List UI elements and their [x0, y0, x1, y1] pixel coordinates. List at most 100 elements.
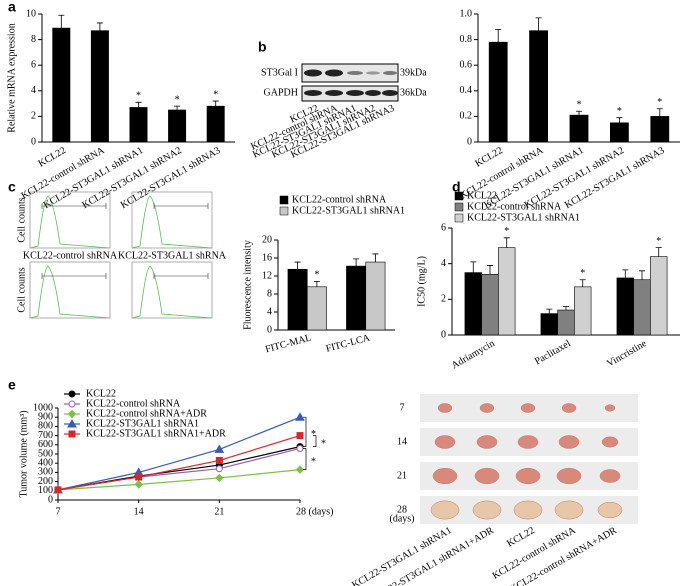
significance: * [175, 94, 180, 105]
legend-label: KCL22-ST3GAL1 shRNA1 [292, 205, 405, 216]
marker [215, 473, 224, 483]
x-tick-label: FITC-MAL [264, 332, 312, 355]
bar [650, 256, 668, 336]
flow-curve [131, 195, 213, 249]
legend-swatch [454, 213, 464, 223]
x-tick-label: FITC-LCA [325, 332, 372, 354]
error-bar [656, 108, 663, 117]
y-tick-label: 0.6 [460, 59, 473, 70]
panel-letter: d [452, 179, 461, 195]
series-line [57, 435, 301, 491]
legend-swatch [454, 202, 464, 212]
y-tick-label: 0.4 [460, 85, 473, 96]
significance: * [311, 429, 316, 440]
tumor [479, 403, 495, 413]
x-tick-label: 21 [214, 506, 224, 517]
significance: * [311, 456, 316, 467]
significance-bracket [303, 448, 307, 470]
x-tick-label: KCL22 [473, 145, 504, 170]
significance: * [136, 91, 141, 102]
marker [68, 390, 76, 398]
x-tick-label: Adriamycin [450, 338, 497, 371]
y-tick-label: 0 [467, 136, 472, 147]
error-bar [294, 261, 301, 270]
bar [557, 309, 575, 336]
marker [214, 444, 225, 453]
error-bar [503, 237, 510, 248]
band-label: GAPDH [264, 87, 298, 98]
y-tick-label: 2 [31, 111, 36, 122]
error-bar [470, 261, 477, 273]
tumor [597, 501, 623, 519]
flow-y-label: Cell counts [16, 267, 27, 312]
flow-plot [29, 261, 111, 319]
bar [346, 265, 367, 331]
flow-plot [131, 261, 213, 319]
tumor [517, 435, 539, 449]
marker [67, 409, 77, 419]
day-label: 7 [400, 402, 405, 413]
marker [135, 473, 143, 481]
bar [488, 41, 508, 143]
series-line [57, 469, 301, 491]
error-bar [372, 253, 379, 263]
error-bar [579, 279, 586, 287]
flow-gate [41, 273, 107, 279]
bar [650, 116, 670, 143]
significance: * [577, 100, 582, 111]
y-tick-label: 20 [262, 234, 272, 245]
y-tick-label: 0.8 [460, 34, 473, 45]
bar [306, 286, 327, 331]
day-label: 14 [397, 436, 407, 447]
flow-y-label: Cell counts [16, 197, 27, 242]
y-tick-label: 500 [38, 448, 53, 459]
significance: * [656, 236, 661, 247]
x-tick-label: 7 [56, 506, 61, 517]
tumor [604, 404, 616, 412]
error-bar [622, 269, 629, 278]
tumor [437, 403, 453, 413]
y-tick-label: 200 [38, 476, 53, 487]
legend-swatch [454, 191, 464, 201]
tumor [561, 403, 577, 413]
error-bar [576, 110, 582, 116]
marker [68, 400, 76, 408]
legend-label: KCL22-ST3GAL1 shRNA1 [86, 418, 199, 429]
blot-bands [304, 69, 398, 96]
error-bar [212, 100, 219, 107]
bar [540, 313, 558, 336]
y-tick-label: 100 [38, 485, 53, 496]
error-bar [135, 101, 142, 108]
error-bar [535, 17, 542, 31]
bar [206, 105, 225, 143]
size-label: 36kDa [400, 87, 427, 98]
y-tick-label: 10 [26, 8, 36, 19]
legend-label: KCL22-ST3GAL1 shRNA1+ADR [86, 428, 226, 439]
bar [633, 279, 651, 336]
y-axis-label: Relative mRNA expression [6, 23, 17, 132]
error-bar [655, 247, 662, 257]
day-label: 28 [397, 504, 407, 515]
error-bar [174, 105, 181, 110]
tumor [474, 467, 500, 485]
marker [67, 418, 77, 428]
day-unit: (days) [390, 513, 415, 524]
y-tick-label: 12 [262, 270, 272, 281]
x-tick-label: Paclitaxel [533, 338, 573, 367]
error-bar [313, 281, 320, 287]
error-bar [563, 306, 569, 311]
bar [464, 272, 482, 336]
y-tick-label: 900 [38, 411, 53, 422]
x-tick-label: Vincristine [605, 338, 649, 370]
marker [295, 412, 305, 421]
tumor [434, 435, 456, 449]
legend-label: KCL22-control shRNA [86, 398, 181, 409]
y-tick-label: 1000 [33, 402, 53, 413]
panel-letter: e [8, 377, 16, 393]
y-tick-label: 8 [31, 34, 36, 45]
tumor [513, 500, 543, 520]
tumor [558, 435, 580, 449]
bar [287, 268, 308, 331]
error-bar [616, 117, 623, 123]
tumor [430, 500, 460, 520]
